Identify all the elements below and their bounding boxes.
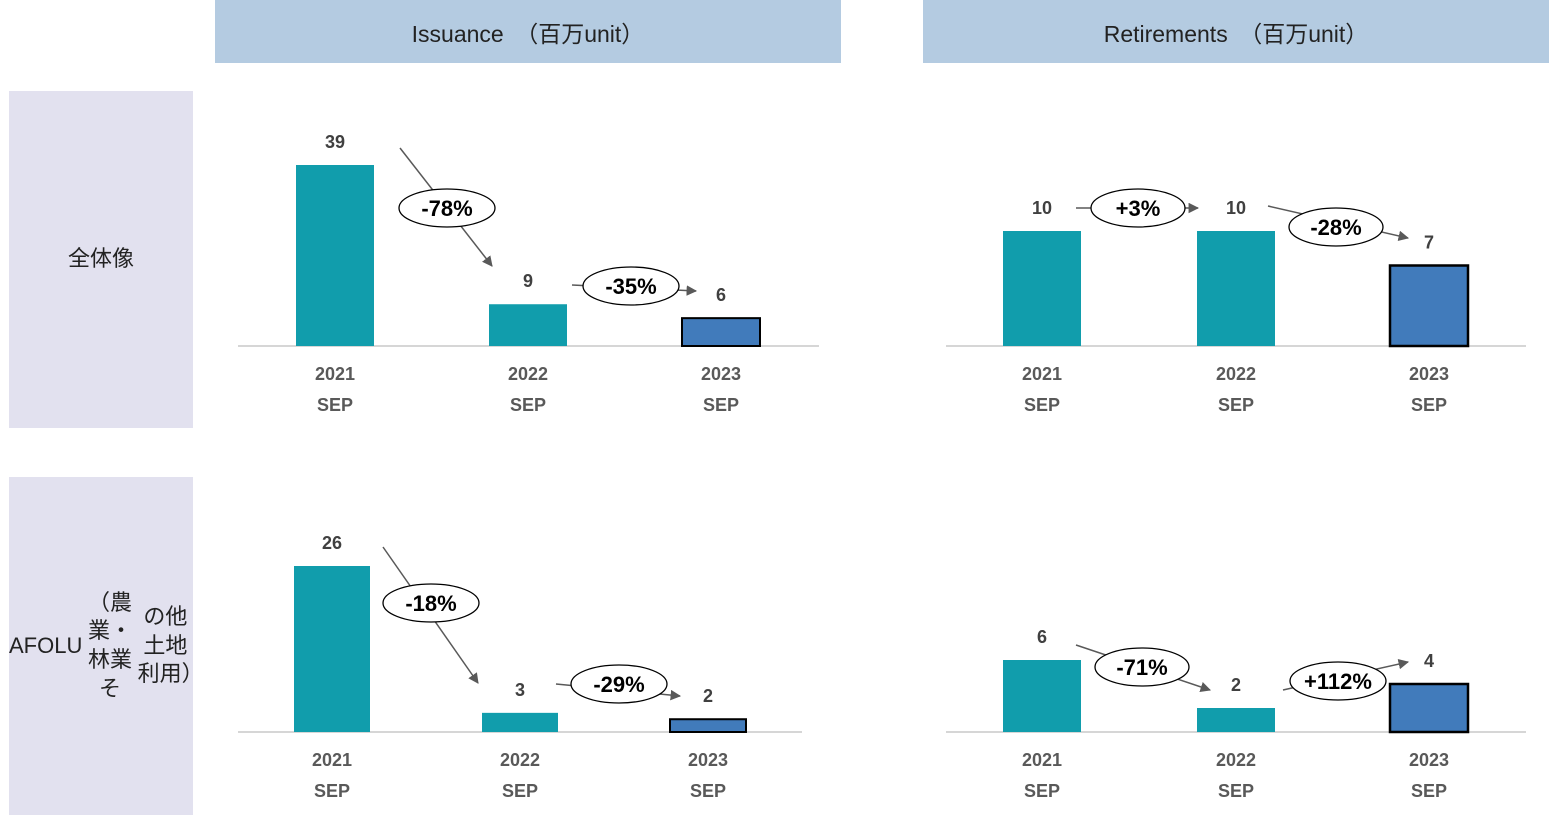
bar: [681, 317, 761, 347]
change-label: +112%: [1304, 669, 1372, 694]
change-label: -29%: [593, 672, 644, 697]
change-badge: [1289, 661, 1387, 701]
bar: [294, 566, 370, 732]
x-tick-label: 2022: [1216, 364, 1256, 384]
bar: [1388, 264, 1470, 348]
row-label-afolu: AFOLU （農業・林業そ の他土地利用）: [9, 477, 204, 815]
x-tick-label: SEP: [314, 781, 350, 801]
retirements-total-chart: 10 2021 SEP 10 2022 SEP 7 2023 SEP +3% -28%: [946, 188, 1526, 415]
issuance-header: Issuance （百万unit）: [215, 0, 841, 63]
change-label: -78%: [421, 196, 472, 221]
change-badge: [570, 664, 668, 704]
data-label: 10: [1032, 198, 1052, 218]
change-label: -18%: [405, 591, 456, 616]
change-label: -71%: [1116, 655, 1167, 680]
bar: [669, 718, 747, 734]
change-badge: [1090, 188, 1186, 228]
retirements-header: Retirements （百万unit）: [923, 0, 1549, 63]
bar: [489, 304, 567, 346]
data-label: 26: [322, 533, 342, 553]
x-tick-label: SEP: [510, 395, 546, 415]
data-label: 9: [523, 271, 533, 291]
x-tick-label: 2022: [1216, 750, 1256, 770]
x-tick-label: SEP: [1411, 781, 1447, 801]
x-tick-label: 2021: [1022, 364, 1062, 384]
row-label-line: AFOLU: [9, 632, 83, 658]
row-label-line: （農業・林業そ: [88, 589, 133, 701]
bar: [482, 712, 558, 732]
x-tick-label: 2021: [315, 364, 355, 384]
x-tick-label: SEP: [1024, 781, 1060, 801]
issuance-total-chart: 39 2021 SEP 9 2022 SEP 6 2023 SEP -78% -35%: [238, 132, 819, 415]
bar: [1003, 231, 1081, 346]
x-tick-label: SEP: [1411, 395, 1447, 415]
data-label: 2: [703, 686, 713, 706]
x-tick-label: SEP: [502, 781, 538, 801]
bar: [296, 165, 374, 346]
x-tick-label: 2021: [312, 750, 352, 770]
issuance-afolu-chart: 26 2021 SEP 3 2022 SEP 2 2023 SEP -18% -29%: [238, 533, 802, 801]
x-tick-label: 2021: [1022, 750, 1062, 770]
change-label: +3%: [1116, 196, 1161, 221]
x-tick-label: 2023: [1409, 364, 1449, 384]
change-label: -35%: [605, 274, 656, 299]
row-label-line: 全体像: [67, 246, 134, 272]
x-tick-label: SEP: [1218, 395, 1254, 415]
row-label-line: の他土地利用）: [137, 604, 204, 687]
x-tick-label: 2022: [508, 364, 548, 384]
bar: [1388, 682, 1470, 734]
x-tick-label: SEP: [317, 395, 353, 415]
x-tick-label: 2023: [1409, 750, 1449, 770]
data-label: 10: [1226, 198, 1246, 218]
x-tick-label: SEP: [1024, 395, 1060, 415]
data-label: 39: [325, 132, 345, 152]
x-tick-label: 2023: [701, 364, 741, 384]
data-label: 7: [1424, 233, 1434, 253]
bar: [1003, 660, 1081, 732]
x-tick-label: SEP: [690, 781, 726, 801]
change-label: -28%: [1310, 215, 1361, 240]
retirements-afolu-chart: 6 2021 SEP 2 2022 SEP 4 2023 SEP -71% +112%: [946, 627, 1526, 801]
x-tick-label: SEP: [703, 395, 739, 415]
data-label: 6: [716, 285, 726, 305]
data-label: 2: [1231, 675, 1241, 695]
change-badge: [382, 583, 480, 623]
row-label-total: 全体像: [9, 91, 193, 428]
change-badge: [1288, 207, 1384, 247]
data-label: 6: [1037, 627, 1047, 647]
x-tick-label: 2022: [500, 750, 540, 770]
change-badge: [1094, 647, 1190, 687]
data-label: 3: [515, 680, 525, 700]
change-badge: [398, 188, 496, 228]
bar: [1197, 708, 1275, 732]
bar: [1197, 231, 1275, 346]
change-badge: [582, 266, 680, 306]
data-label: 4: [1424, 651, 1434, 671]
x-tick-label: 2023: [688, 750, 728, 770]
x-tick-label: SEP: [1218, 781, 1254, 801]
